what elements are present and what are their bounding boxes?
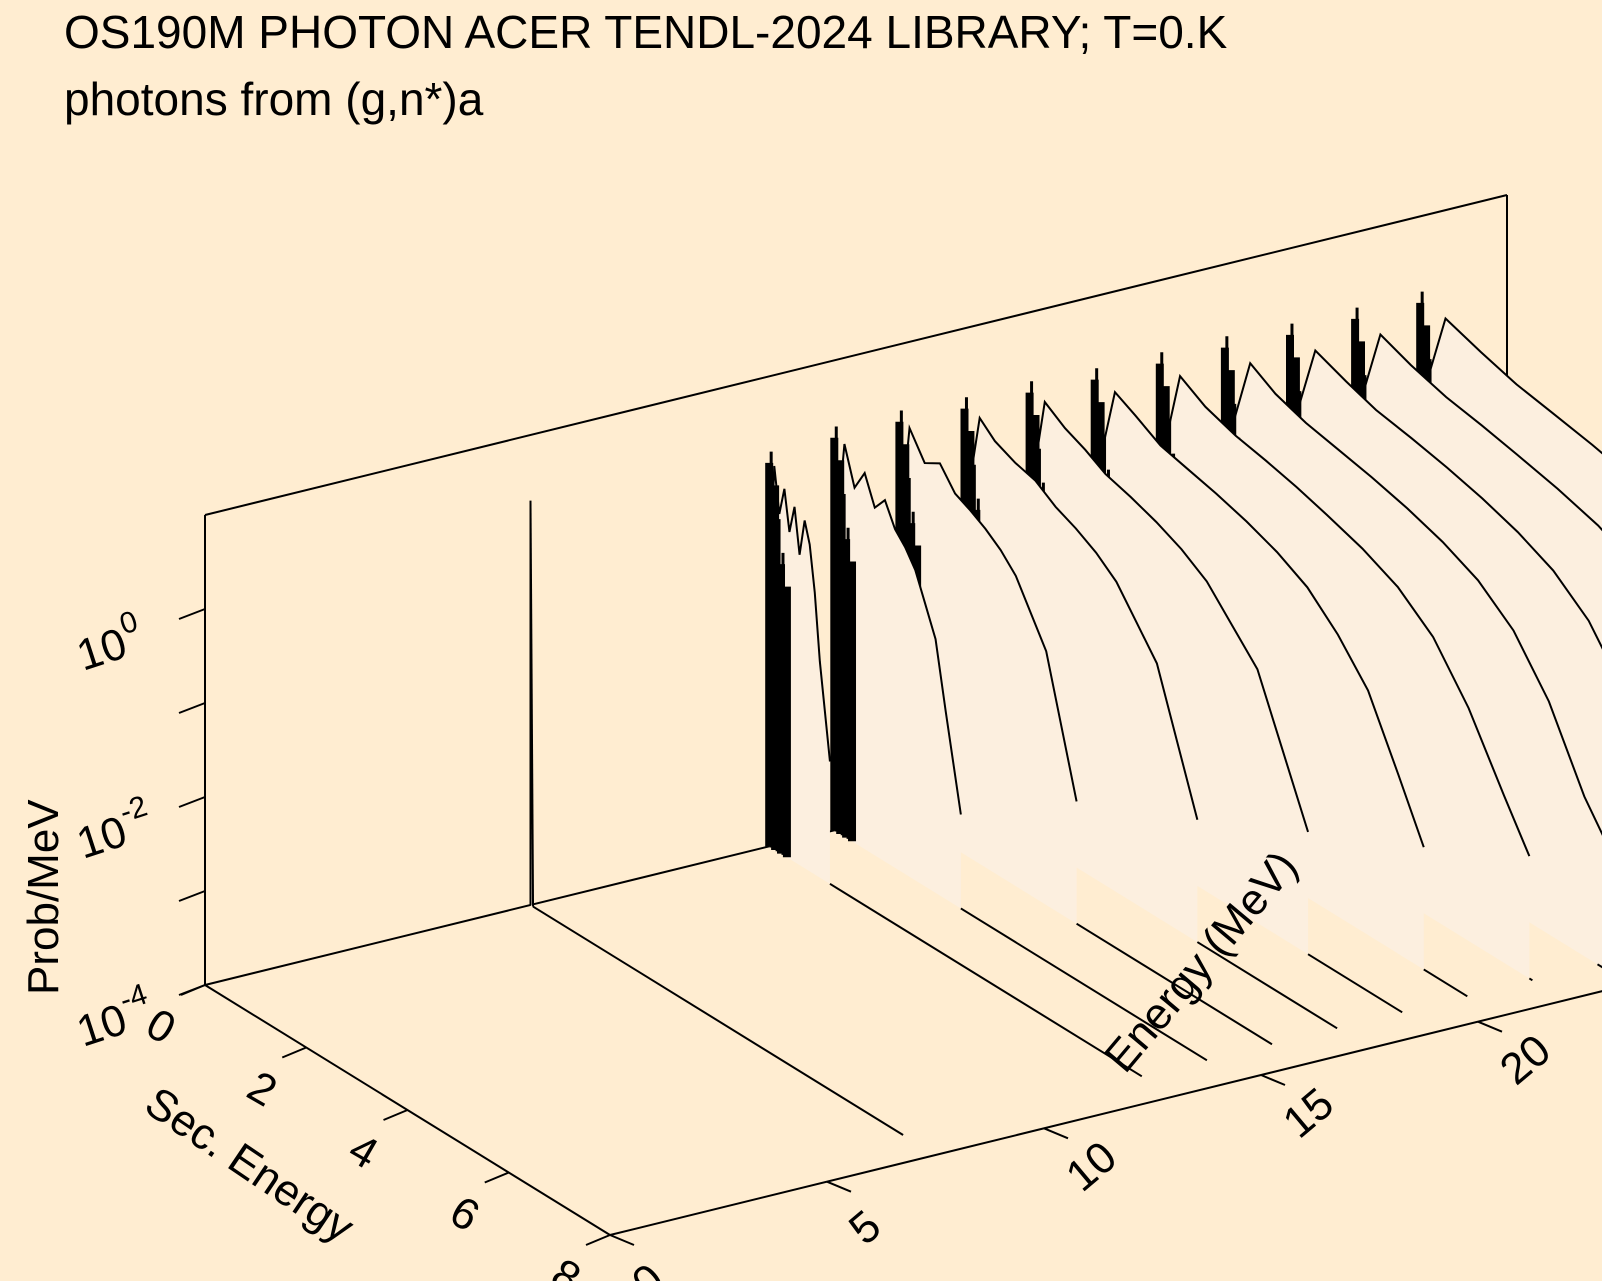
x-tick: [1260, 1074, 1286, 1086]
chart-subtitle: photons from (g,n*)a: [64, 73, 484, 125]
frame-front-bottom: [609, 990, 1602, 1236]
series-line: [1223, 361, 1602, 836]
series-baseline: [829, 882, 1143, 1078]
series-fill: [834, 444, 961, 909]
x-tick-label: 5: [840, 1201, 890, 1254]
y-tick-label: 4: [341, 1124, 387, 1179]
z-tick: [178, 702, 206, 714]
series-baseline: [1528, 977, 1533, 982]
series-curve: [529, 500, 904, 1136]
x-tick: [1043, 1127, 1069, 1140]
z-tick: [178, 608, 206, 620]
series-baseline: [1196, 941, 1338, 1030]
series-group: [529, 291, 1602, 1136]
x-tick: [826, 1180, 852, 1193]
series-line: [1028, 399, 1309, 833]
series-line: [1158, 373, 1531, 857]
series-baseline: [532, 905, 904, 1136]
frame-back-top: [204, 194, 1508, 516]
series-line: [1419, 316, 1602, 455]
x-tick: [1477, 1020, 1503, 1033]
x-tick-label: 0: [623, 1254, 673, 1281]
series-line: [1093, 389, 1425, 848]
z-axis-title: Prob/MeV: [19, 799, 68, 995]
series-line: [833, 443, 962, 815]
series-baseline: [1307, 953, 1403, 1014]
series-line: [963, 415, 1199, 821]
y-tick-label: 8: [543, 1249, 589, 1281]
z-tick-label: 100: [71, 605, 142, 681]
z-tick: [178, 890, 206, 902]
series-curve: [765, 451, 1143, 1078]
series-line: [1354, 332, 1602, 532]
z-tick: [178, 984, 206, 996]
y-tick: [484, 1171, 510, 1184]
series-line: [898, 424, 1078, 802]
y-tick-label: 2: [239, 1062, 285, 1117]
y-tick: [585, 1234, 611, 1246]
series-curve: [830, 426, 1208, 1062]
series-baseline: [1423, 968, 1468, 998]
series-baseline: [960, 907, 1208, 1062]
series-line: [1289, 348, 1602, 650]
z-tick: [178, 796, 206, 808]
z-tick-label: 10-2: [71, 790, 151, 869]
x-tick: [609, 1234, 635, 1246]
series-baseline: [1596, 963, 1602, 969]
y-tick-label: 6: [442, 1187, 488, 1242]
x-tick-label: 15: [1274, 1079, 1343, 1148]
chart-title: OS190M PHOTON ACER TENDL-2024 LIBRARY; T…: [64, 6, 1228, 58]
y-tick: [281, 1046, 307, 1059]
x-tick-label: 20: [1491, 1025, 1560, 1094]
y-tick: [383, 1109, 408, 1121]
series-baseline: [1076, 922, 1273, 1046]
x-tick-label: 10: [1057, 1132, 1126, 1201]
